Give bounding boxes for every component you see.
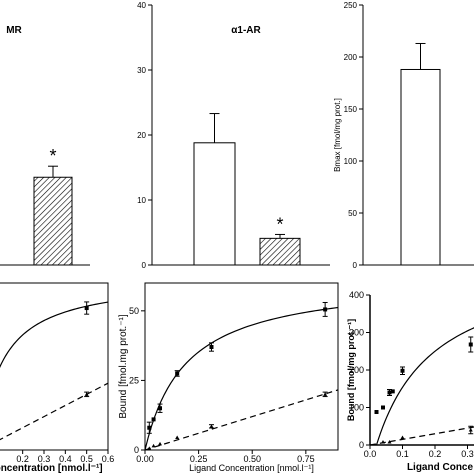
chart0-significance-1: * xyxy=(49,146,56,166)
chart3-xtick-label: 0.6 xyxy=(102,454,115,464)
chart1-ytick-label: 20 xyxy=(137,131,146,140)
chart4-series-1-point-2 xyxy=(158,441,163,446)
chart4-series-0-point-0 xyxy=(147,425,152,430)
chart4-series-1-point-5 xyxy=(323,392,328,396)
chart5-series-1-point-3 xyxy=(468,428,473,432)
chart4-series-1-point-0 xyxy=(147,446,152,450)
chart2-ytick-label: 250 xyxy=(344,1,358,10)
chart1-title: α1-AR xyxy=(231,25,261,36)
chart3-series-0-point-0 xyxy=(84,306,89,311)
chart3-xtick-label: 0.4 xyxy=(59,454,72,464)
chart5-xtick-label: 0.0 xyxy=(364,449,377,459)
chart5-series-1-point-1 xyxy=(387,440,392,444)
chart2-ytick-label: 100 xyxy=(344,157,358,166)
chart1-ytick-label: 30 xyxy=(137,66,146,75)
chart2-ytick-label: 150 xyxy=(344,105,358,114)
chart5-ytick-label: 300 xyxy=(349,328,364,338)
chart4-xtick-label: 0.75 xyxy=(297,454,315,464)
chart3-xlabel: Concentration [nmol.l⁻¹] xyxy=(0,463,103,474)
chart5-series-0-point-5 xyxy=(468,342,473,347)
chart4-ylabel: Bound [fmol.mg prot.⁻¹] xyxy=(118,314,129,418)
chart4-ytick-label: 0 xyxy=(134,445,139,455)
chart2-ytick-label: 200 xyxy=(344,53,358,62)
chart3-xtick-label: 0.3 xyxy=(38,454,51,464)
chart1-bar-1 xyxy=(259,237,301,266)
chart4-ytick-label: 25 xyxy=(129,375,139,385)
chart5-xtick-label: 0.2 xyxy=(429,449,442,459)
chart4-series-1-point-3 xyxy=(175,435,180,439)
chart5-series-0-point-0 xyxy=(374,410,379,414)
chart2-ytick-label: 50 xyxy=(348,209,357,218)
chart5-series-0-point-2 xyxy=(387,390,392,395)
chart5-series-0-point-4 xyxy=(400,368,405,373)
chart4-series-0-point-2 xyxy=(158,406,163,411)
chart1-ytick-label: 10 xyxy=(137,196,146,205)
chart2-ytick-label: 0 xyxy=(353,261,358,270)
chart4-series-0-point-3 xyxy=(175,371,180,376)
chart2-ylabel: Bmax [fmol/mg prot.] xyxy=(333,98,342,172)
chart4-series-0-point-5 xyxy=(323,307,328,312)
chart3-series-1-point-0 xyxy=(84,392,89,396)
chart5-series-1-point-0 xyxy=(381,440,385,444)
chart4-plot-frame xyxy=(144,282,339,451)
chart5-xtick-label: 0.1 xyxy=(396,449,409,459)
chart1-significance-1: * xyxy=(276,214,283,234)
chart4-series-0-fit-line xyxy=(144,306,339,451)
chart5-ylabel: Bound [fmol/mg prot.⁻¹] xyxy=(346,319,356,421)
chart1-bar-0 xyxy=(193,142,236,266)
chart1-ytick-label: 0 xyxy=(142,261,147,270)
chart0-title: MR xyxy=(6,25,22,36)
chart0-bar-1 xyxy=(33,176,73,266)
chart4-series-0-point-4 xyxy=(209,345,214,350)
chart3-xtick-label: 0.5 xyxy=(80,454,93,464)
chart4-series-1-point-4 xyxy=(209,424,214,428)
chart5-ytick-label: 0 xyxy=(359,440,364,450)
chart2-bar-0 xyxy=(400,68,441,266)
chart5-series-0-fit-line xyxy=(375,327,474,446)
chart5-series-0-point-1 xyxy=(381,405,385,410)
chart4-ytick-label: 50 xyxy=(129,306,139,316)
chart4-series-0-point-1 xyxy=(151,417,156,422)
chart3-plot-frame xyxy=(0,282,109,451)
chart5-ytick-label: 100 xyxy=(349,403,364,413)
chart5-xtick-label: 0.3 xyxy=(461,449,474,459)
chart4-xtick-label: 0.50 xyxy=(243,454,261,464)
chart5-ytick-label: 200 xyxy=(349,365,364,375)
chart3-series-1-fit-line xyxy=(0,382,109,441)
chart4-xlabel: Ligand Concentration [nmol.l⁻¹] xyxy=(189,463,314,473)
chart5-ytick-label: 400 xyxy=(349,290,364,300)
chart5-xlabel: Ligand Conce xyxy=(407,462,474,473)
chart3-xtick-label: 0.2 xyxy=(16,454,29,464)
chart3-series-0-fit-line xyxy=(0,301,109,368)
chart4-series-1-fit-line xyxy=(144,389,339,451)
chart4-xtick-label: 0.25 xyxy=(190,454,208,464)
chart4-xtick-label: 0.00 xyxy=(136,454,154,464)
chart5-series-1-point-2 xyxy=(400,435,405,439)
chart4-series-1-point-1 xyxy=(151,443,156,448)
chart1-ytick-label: 40 xyxy=(137,1,146,10)
chart5-series-1-fit-line xyxy=(369,426,474,446)
chart5-series-0-point-3 xyxy=(390,389,395,394)
